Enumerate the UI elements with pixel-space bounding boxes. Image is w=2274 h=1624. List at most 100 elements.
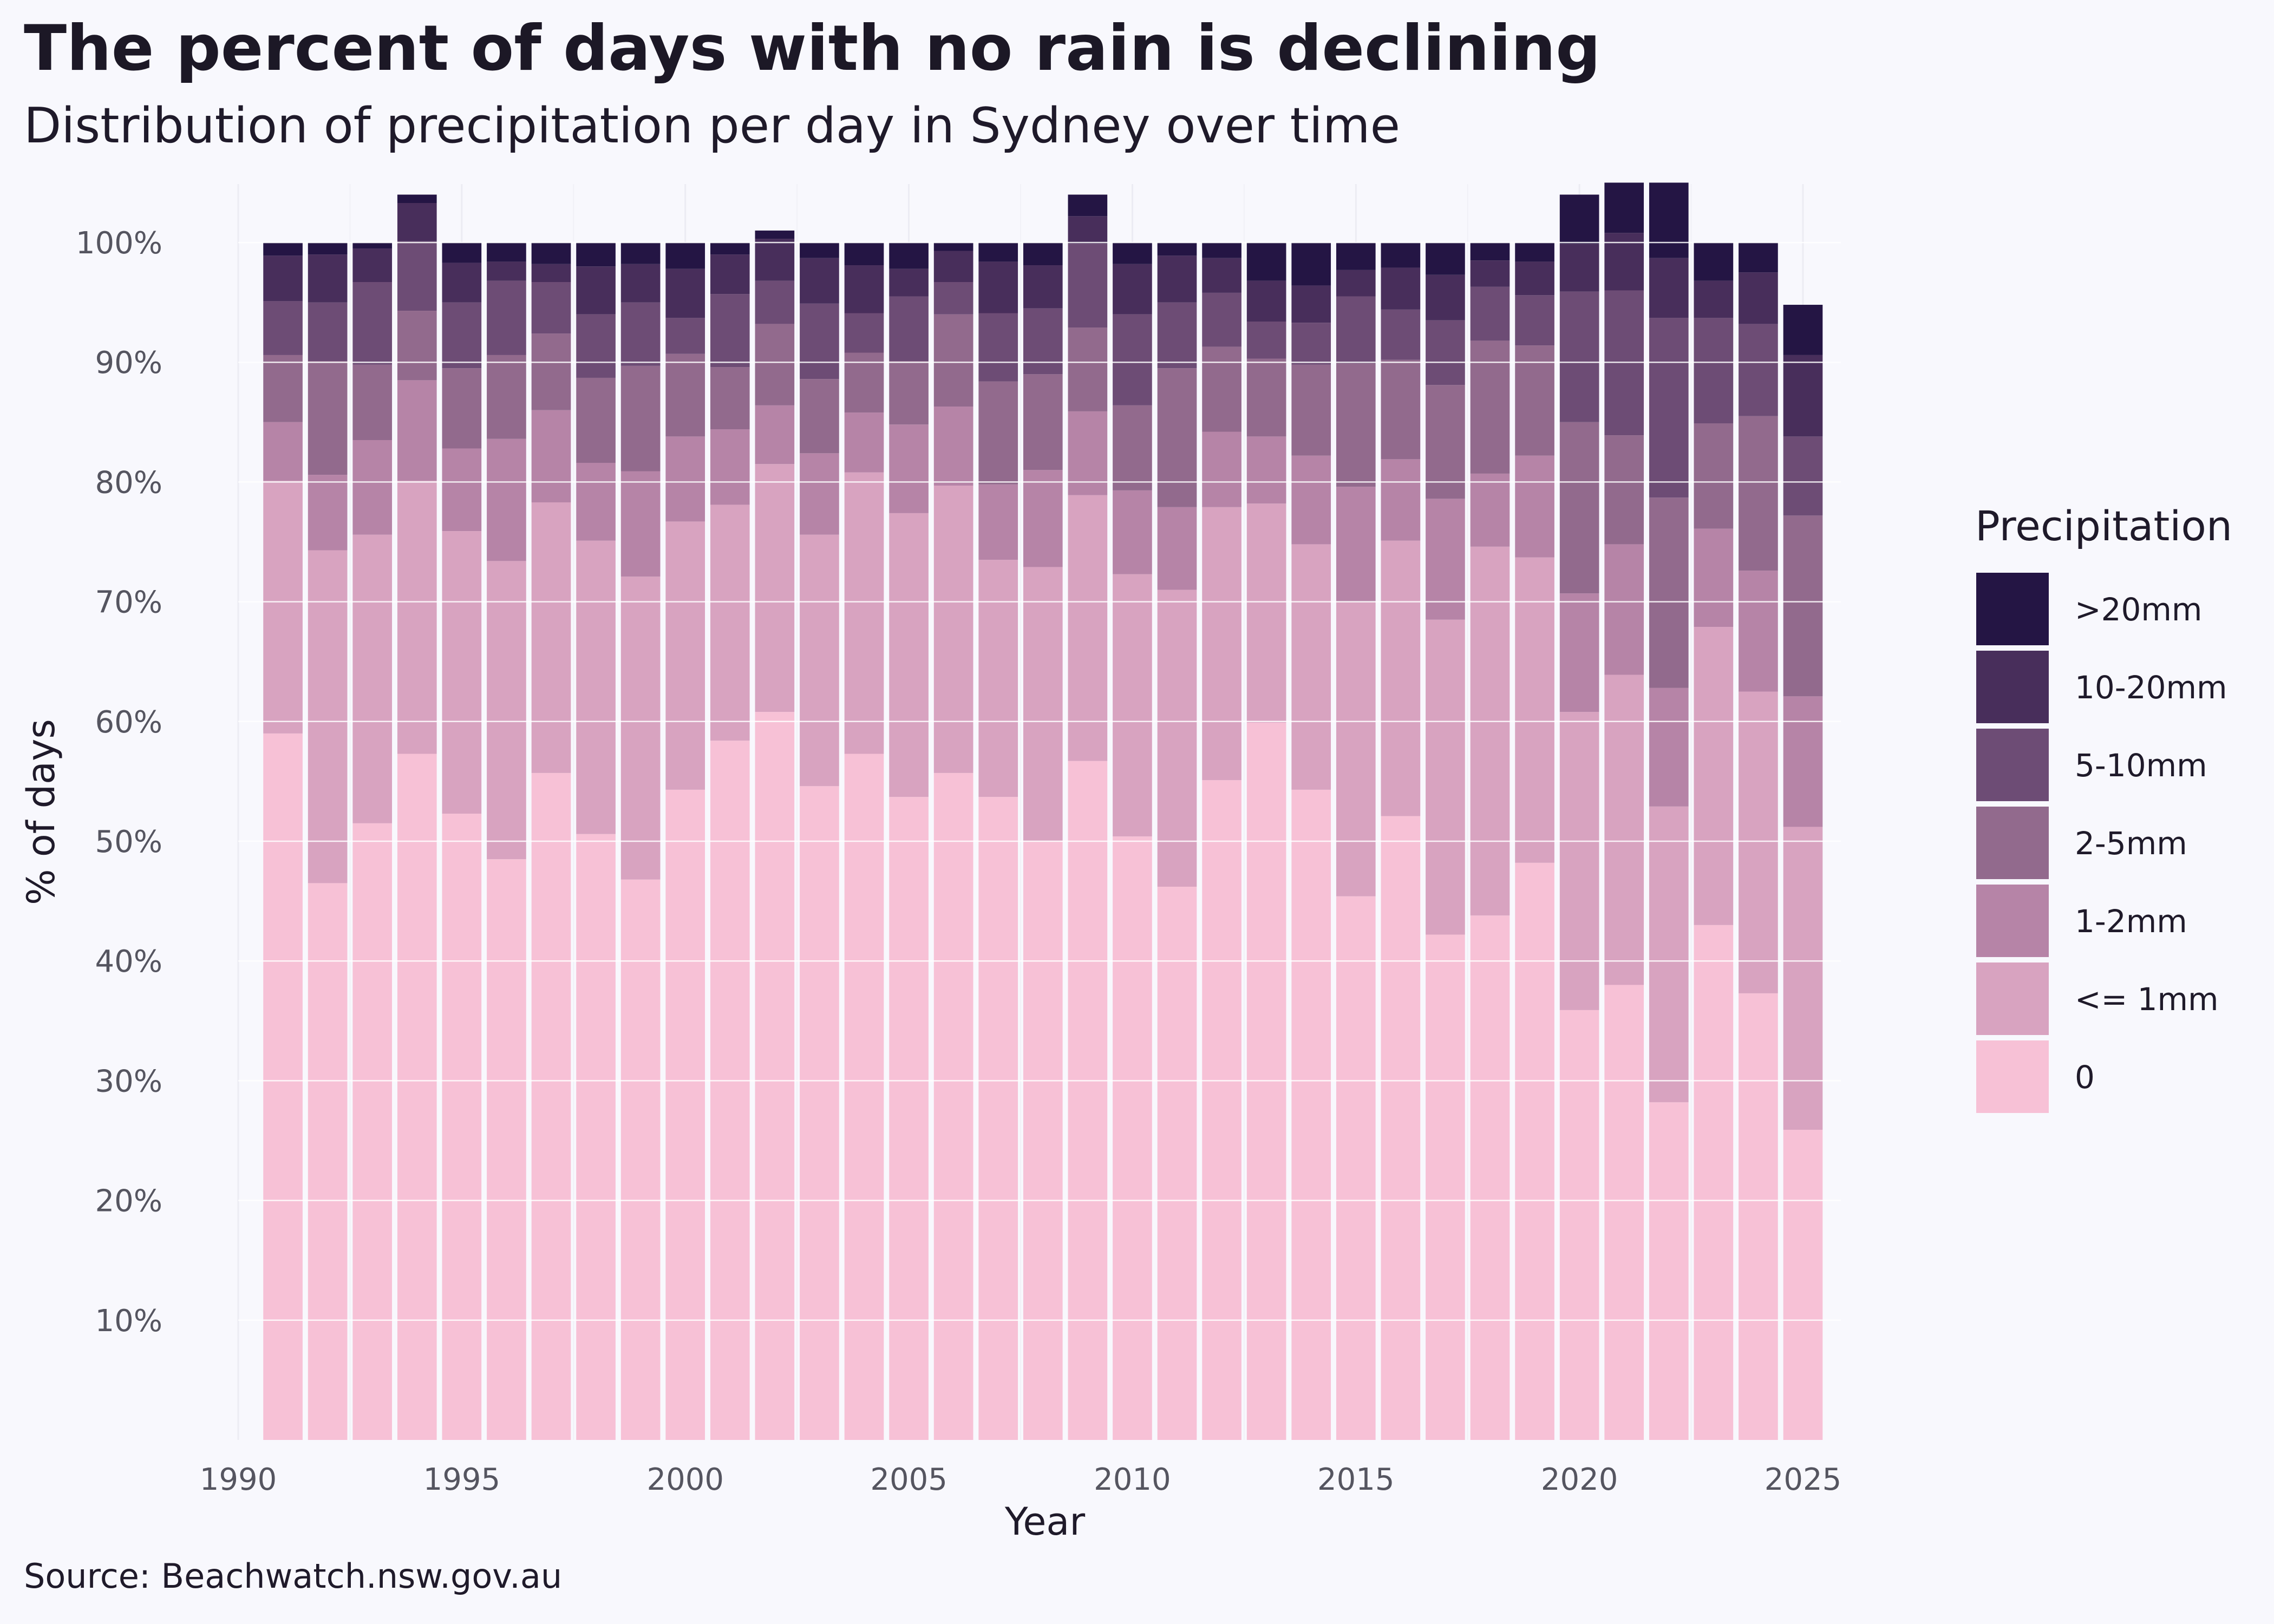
bar-segment [800,534,839,787]
bar-segment [487,280,526,355]
bar-segment [889,296,929,361]
bar-segment [1023,308,1063,375]
bar-segment [1246,436,1286,504]
legend-swatch [1976,651,2049,723]
bar-segment [710,254,750,294]
bar-segment [1559,422,1599,594]
bar-segment [1336,363,1376,487]
bar-segment [1783,1130,1823,1440]
bar-segment [442,302,482,369]
bar-segment [308,550,348,883]
bar-segment [889,513,929,797]
bar-segment [308,475,348,551]
bar-segment [1783,515,1823,697]
legend: Precipitation >20mm 10-20mm 5-10mm 2-5mm 1-2… [1975,502,2232,1113]
bar-segment [933,314,973,407]
bar-segment [1023,841,1063,1440]
bar-segment [397,311,437,381]
bar-segment [620,302,661,366]
bar-segment [1649,258,1689,318]
bar-segment [889,269,929,297]
bar-segment [1426,243,1465,275]
bar-segment [1113,836,1152,1440]
bar-segment [1023,567,1063,841]
bar-segment [352,364,393,440]
bar-segment [1023,243,1063,266]
bar-segment [933,251,973,282]
bar-segment [397,241,437,311]
bar-segment [1426,934,1465,1440]
bar-segment [442,243,482,263]
bar-segment [755,280,795,324]
axes: 1990 1995 2000 2005 2010 2015 2020 2025 10% 20% 30… [76,226,1841,1497]
legend-label: 2-5mm [2075,825,2187,862]
bar-segment [442,531,482,814]
bar-segment [620,879,661,1440]
bar-segment [1604,544,1644,675]
bar-segment [1515,345,1554,456]
bar-segment [1470,243,1510,261]
bar-segment [1604,233,1644,291]
bar-segment [1023,374,1063,470]
bar-segment [755,464,795,712]
x-tick-label: 2000 [646,1462,724,1497]
bar-segment [1157,302,1197,369]
bar-segment [1157,368,1197,507]
bar-segment [1694,528,1734,627]
bar-segment [800,379,839,454]
bar-segment [755,324,795,405]
bar-segment [352,823,393,1440]
legend-swatch [1976,807,2049,879]
bar-segment [397,194,437,204]
bar-segment [800,243,839,258]
bar-segment [1291,455,1331,545]
bar-segment [1381,540,1421,816]
gridlines-horizontal [238,241,1841,1321]
bar-segment [1336,601,1376,896]
bar-segment [1515,557,1554,863]
bar-segment [1113,243,1152,264]
bar-segment [531,333,571,410]
bar-segment [576,243,616,267]
bar-segment [1426,274,1465,320]
bar-segment [442,368,482,449]
bar-segment [844,412,884,473]
bar-segment [665,243,705,269]
bar-segment [1381,459,1421,541]
bar-segment [933,407,973,486]
bar-segment [576,314,616,378]
bar-segment [889,361,929,425]
bar-segment [1246,358,1286,437]
bar-segment [576,377,616,463]
bar-segment [1202,507,1241,781]
bar-segment [1426,499,1465,620]
y-tick-label: 100% [76,226,162,261]
bar-segment [978,484,1018,560]
bar-segment [1426,385,1465,499]
bar-segment [1336,243,1376,270]
bar-segment [1023,470,1063,567]
bar-segment [1470,260,1510,287]
bar-segment [1559,593,1599,712]
bar-segment [889,797,929,1440]
bar-segment [1515,261,1554,296]
bar-segment [1694,243,1734,281]
bar-segment [1739,416,1778,571]
bar-segment [1649,687,1689,807]
x-tick-label: 2005 [870,1462,948,1497]
bar-segment [1113,574,1152,837]
chart-title: The percent of days with no rain is decl… [24,12,1601,85]
bar-segment [665,521,705,790]
bar-segment [1559,244,1599,292]
bar-segment [889,424,929,513]
bar-segment [352,534,393,823]
bar-segment [978,797,1018,1440]
bar-segment [442,448,482,532]
bar-segment [978,381,1018,484]
bar-segment [1381,309,1421,360]
bar-segment [933,243,973,251]
bar-segment [1604,675,1644,985]
bar-segment [487,561,526,860]
bar-segment [1559,194,1599,244]
bar-segment [710,243,750,255]
